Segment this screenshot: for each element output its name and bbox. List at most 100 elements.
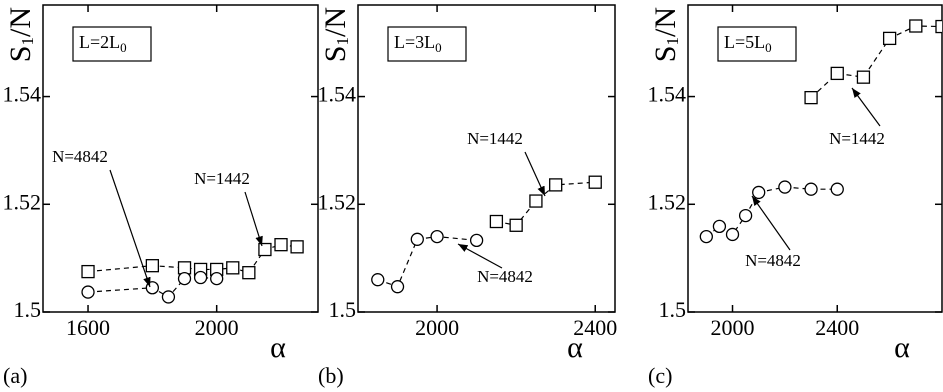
circle-marker bbox=[430, 229, 444, 244]
box-label: L=5L0 bbox=[724, 32, 772, 55]
subscript: 1 bbox=[663, 37, 682, 46]
series-group bbox=[371, 175, 602, 294]
circle-marker bbox=[830, 182, 844, 196]
y-tick-label: 1.54 bbox=[3, 82, 42, 107]
x-tick-label: 1600 bbox=[66, 315, 110, 340]
circle-marker bbox=[712, 219, 727, 234]
square-marker bbox=[258, 242, 272, 257]
square-marker bbox=[529, 194, 543, 208]
square-marker bbox=[549, 178, 563, 192]
subscript: 0 bbox=[435, 40, 442, 55]
x-tick-label: 2400 bbox=[573, 315, 617, 340]
annotation-arrow bbox=[244, 191, 263, 247]
square-marker bbox=[804, 90, 818, 105]
square-marker bbox=[830, 66, 844, 81]
annotation: N=1442 bbox=[829, 129, 885, 148]
annotation: N=4842 bbox=[477, 267, 533, 286]
y-tick-label: 1.52 bbox=[648, 189, 687, 214]
circle-marker bbox=[145, 281, 160, 295]
y-tick-label: 1.54 bbox=[648, 82, 687, 107]
square-marker bbox=[242, 266, 256, 280]
circle-marker bbox=[390, 280, 405, 294]
y-tick-label: 1.5 bbox=[329, 297, 357, 322]
series-group bbox=[81, 238, 304, 304]
annotation: N=1442 bbox=[194, 169, 250, 188]
panel-label: (b) bbox=[318, 363, 344, 388]
y-tick-label: 1.52 bbox=[3, 189, 42, 214]
panel-label: (c) bbox=[648, 363, 672, 388]
panel: 1.5 1.52 1.54 2000 2400 S1/N α (c) L=5L0 N=1442 N=… bbox=[648, 4, 943, 388]
circle-marker bbox=[210, 271, 224, 286]
series-line bbox=[810, 25, 942, 99]
square-marker bbox=[489, 214, 504, 229]
subscript: 0 bbox=[765, 40, 772, 55]
label-part: /N bbox=[4, 7, 37, 37]
circle-marker bbox=[410, 232, 424, 246]
x-axis-label: α bbox=[894, 331, 910, 364]
label-part: L=3L bbox=[394, 32, 435, 52]
annotation-arrow bbox=[851, 87, 881, 127]
subscript: 1 bbox=[333, 37, 352, 46]
square-marker bbox=[274, 238, 288, 252]
box-label: L=2L0 bbox=[79, 32, 127, 55]
square-marker bbox=[882, 31, 897, 46]
square-marker bbox=[226, 261, 240, 275]
label-part: S bbox=[649, 46, 682, 63]
annotation-arrow bbox=[524, 151, 546, 197]
y-tick-label: 1.52 bbox=[318, 189, 357, 214]
subscript: 1 bbox=[18, 37, 37, 46]
circle-marker bbox=[193, 270, 208, 285]
circle-marker bbox=[778, 180, 792, 194]
square-marker bbox=[145, 259, 160, 273]
circle-marker bbox=[699, 229, 713, 244]
circle-marker bbox=[752, 185, 766, 200]
series-group bbox=[699, 19, 942, 244]
x-axis-label: α bbox=[270, 331, 286, 364]
plot-frame bbox=[687, 4, 943, 313]
annotation-arrow bbox=[457, 243, 503, 269]
circle-marker bbox=[469, 233, 484, 248]
y-axis-label: S1/N bbox=[4, 7, 37, 62]
subscript: 0 bbox=[120, 40, 127, 55]
square-marker bbox=[935, 19, 942, 34]
square-marker bbox=[290, 240, 304, 254]
panel-label: (a) bbox=[3, 363, 27, 388]
label-part: /N bbox=[649, 7, 682, 37]
label-part: /N bbox=[319, 7, 352, 37]
circle-marker bbox=[161, 290, 176, 304]
square-marker bbox=[81, 264, 95, 279]
circle-marker bbox=[725, 227, 740, 242]
x-tick-label: 2000 bbox=[415, 315, 459, 340]
label-box bbox=[717, 26, 797, 62]
square-marker bbox=[588, 175, 602, 189]
box-label: L=3L0 bbox=[394, 32, 442, 55]
circle-marker bbox=[804, 182, 818, 196]
label-part: S bbox=[319, 46, 352, 63]
label-box bbox=[387, 26, 467, 62]
y-tick-label: 1.5 bbox=[659, 297, 687, 322]
annotation-arrow bbox=[109, 169, 151, 288]
circle-marker bbox=[371, 273, 385, 287]
x-tick-label: 2000 bbox=[195, 315, 239, 340]
square-marker bbox=[856, 70, 871, 84]
label-part: S bbox=[4, 46, 37, 63]
plot-frame bbox=[42, 4, 319, 313]
circle-marker bbox=[177, 271, 192, 286]
series-line bbox=[705, 186, 838, 238]
circle-marker bbox=[81, 285, 95, 299]
series-line bbox=[87, 244, 298, 274]
label-part: L=5L bbox=[724, 32, 765, 52]
square-marker bbox=[509, 218, 523, 232]
y-axis-label: S1/N bbox=[649, 7, 682, 62]
annotation-arrow bbox=[751, 195, 791, 251]
y-tick-label: 1.5 bbox=[14, 297, 42, 322]
label-box bbox=[72, 26, 152, 62]
y-axis-label: S1/N bbox=[319, 7, 352, 62]
square-marker bbox=[909, 19, 923, 33]
annotation: N=1442 bbox=[467, 129, 523, 148]
x-axis-label: α bbox=[567, 331, 583, 364]
annotation: N=4842 bbox=[52, 147, 108, 166]
plot-frame bbox=[357, 4, 616, 313]
panel: 1.5 1.52 1.54 2000 2400 S1/N α (b) L=3L0 N=1442 N=… bbox=[318, 4, 617, 388]
